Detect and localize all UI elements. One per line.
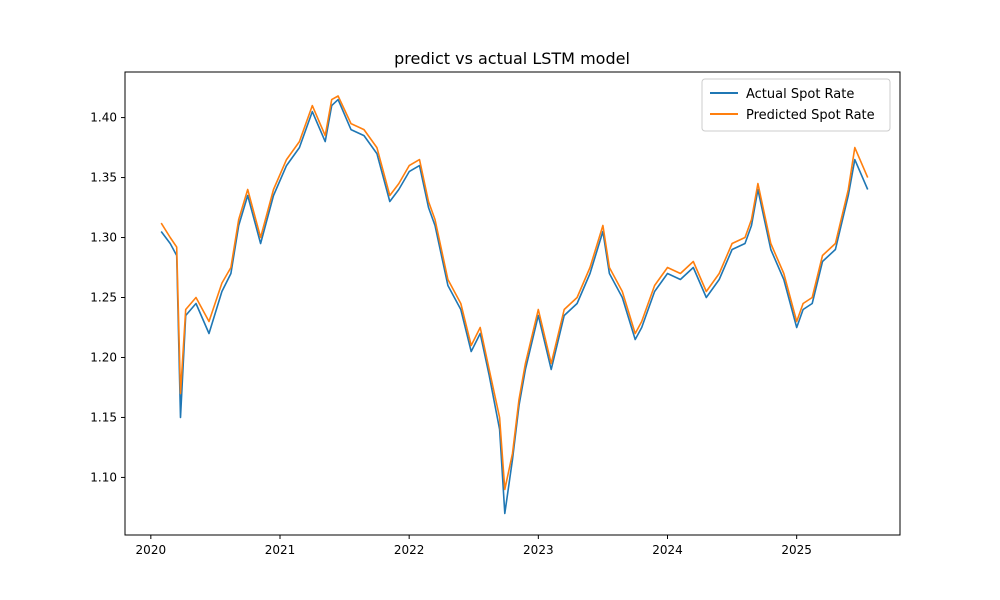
legend-box [701,78,891,132]
series-line-actual [160,98,869,515]
legend-label: Actual Spot Rate [746,87,854,102]
series-layer [160,95,869,515]
legend-label: Predicted Spot Rate [746,108,875,123]
y-tick-label: 1.20 [90,350,117,364]
y-tick-label: 1.30 [90,231,117,245]
x-tick-label: 2022 [394,543,425,557]
x-axis: 2020 2021 2022 2023 2024 2025 [136,535,812,557]
y-tick-label: 1.40 [90,111,117,125]
chart-title: predict vs actual LSTM model [394,49,630,68]
series-line-predicted [160,95,869,491]
y-tick-label: 1.35 [90,171,117,185]
x-tick-label: 2021 [265,543,296,557]
x-tick-label: 2020 [136,543,167,557]
x-tick-label: 2023 [523,543,554,557]
x-tick-label: 2025 [781,543,812,557]
y-axis: 1.10 1.15 1.20 1.25 1.30 1.35 1.40 [90,111,125,484]
y-tick-label: 1.25 [90,291,117,305]
plot-area [125,72,900,535]
y-tick-label: 1.10 [90,470,117,484]
y-tick-label: 1.15 [90,410,117,424]
plot-frame [124,71,901,536]
x-tick-label: 2024 [652,543,683,557]
legend: Actual Spot Rate Predicted Spot Rate [701,78,891,132]
